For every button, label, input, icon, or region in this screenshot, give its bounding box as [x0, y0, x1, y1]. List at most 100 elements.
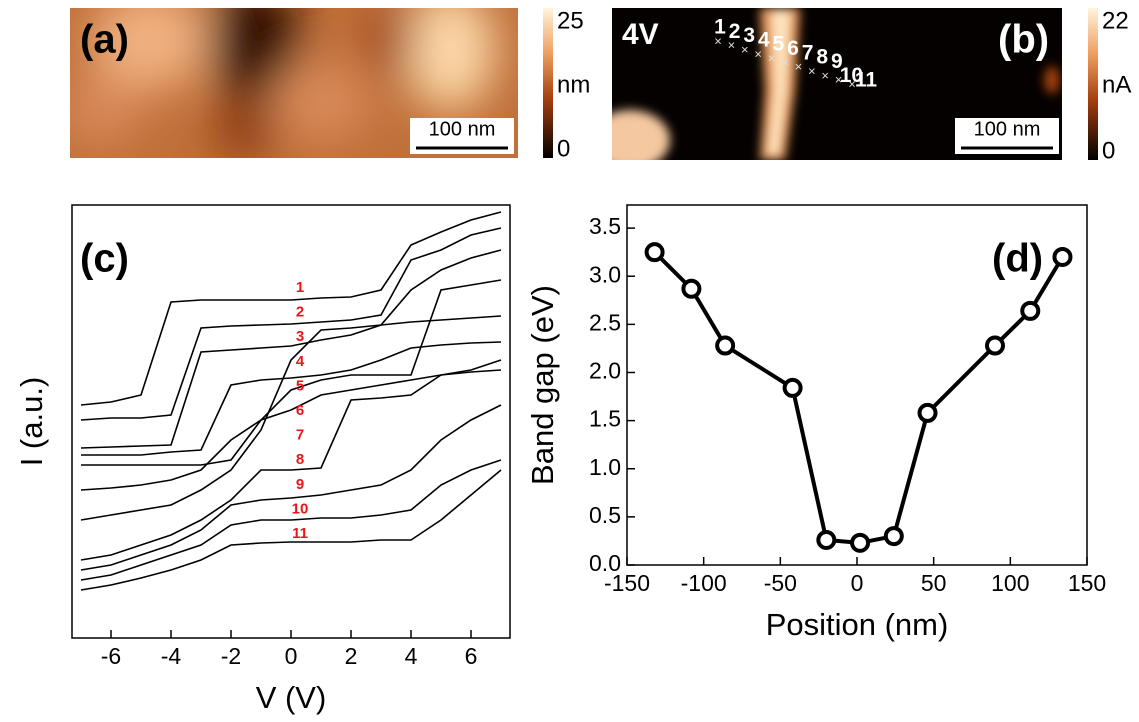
cross: ×: [835, 72, 843, 87]
panel-label: (a): [80, 18, 129, 62]
point-label: 11: [855, 69, 878, 92]
point-label: 9: [831, 50, 843, 73]
curve-label: 4: [296, 353, 305, 370]
measurement-points: ×1×2×3×4×5×6×7×8×9×10× 11: [714, 16, 877, 92]
curve-label: 10: [292, 500, 309, 517]
point-label: 8: [816, 46, 828, 69]
cross: ×: [781, 55, 789, 70]
y-tick-label: 2.5: [589, 309, 621, 335]
data-point: [816, 529, 837, 550]
cross: ×: [728, 38, 736, 53]
data-line: [80, 315, 502, 521]
y-axis-title: I (a.u.): [14, 377, 49, 467]
curve-label: 7: [296, 427, 304, 444]
curve-label: 2: [296, 304, 304, 321]
panel-label: (d): [992, 237, 1043, 281]
y-axis-title: Band gap (eV): [525, 285, 560, 485]
colorbar-min: 0: [1102, 137, 1115, 164]
x-tick-label: -100: [681, 570, 727, 596]
curve-label: 1: [296, 279, 304, 296]
colorbar: [543, 8, 553, 158]
colorbar-unit: nA: [1102, 71, 1131, 98]
cross: ×: [741, 42, 749, 57]
data-line: [81, 279, 502, 466]
data-line: [80, 469, 502, 591]
data-line: [80, 359, 502, 491]
data-line: [80, 249, 502, 449]
data-point: [644, 242, 665, 263]
data-line: [80, 404, 502, 571]
plot-frame: [71, 204, 511, 639]
point-label: 7: [802, 41, 814, 64]
bias-label: 4V: [622, 18, 659, 51]
data-line: [653, 250, 1065, 545]
point-label: 1: [714, 16, 726, 39]
x-tick-label: 4: [405, 643, 418, 669]
curve-label: 6: [296, 402, 304, 419]
cross: ×: [848, 76, 856, 91]
point-label: 6: [787, 37, 799, 60]
data-point: [1052, 246, 1073, 267]
curve-label: 3: [296, 328, 304, 345]
curve-label: 5: [296, 377, 304, 394]
point-label: 2: [729, 20, 741, 43]
panel-label: (b): [998, 18, 1049, 62]
x-tick-label: 0: [851, 570, 864, 596]
x-axis-title: V (V): [256, 680, 327, 715]
curve-label: 9: [296, 476, 304, 493]
colorbar-unit: nm: [557, 71, 590, 98]
y-tick-label: 0.0: [589, 550, 621, 576]
data-point: [681, 278, 702, 299]
x-axis-title: Position (nm): [766, 607, 949, 642]
curve-label: 8: [296, 451, 304, 468]
point-label: 5: [773, 33, 785, 56]
panel-label: (c): [80, 237, 129, 281]
y-tick-label: 1.5: [589, 406, 621, 432]
x-tick-label: 6: [465, 643, 478, 669]
data-point: [985, 335, 1005, 356]
x-tick-label: 100: [991, 570, 1029, 596]
x-tick-label: -50: [764, 570, 797, 596]
x-tick-label: -4: [161, 643, 182, 669]
data-line: [80, 211, 502, 406]
x-tick-label: 150: [1068, 570, 1106, 596]
cross: ×: [808, 64, 816, 79]
curve-label: 11: [292, 525, 308, 542]
cross: ×: [768, 51, 776, 66]
data-line: [80, 227, 502, 421]
y-tick-label: 1.0: [589, 454, 621, 480]
point-label: 10: [840, 64, 863, 87]
data-point: [1020, 300, 1041, 321]
colorbar-min: 0: [557, 135, 570, 162]
data-line: [81, 341, 502, 456]
point-label: 4: [758, 28, 770, 51]
y-tick-label: 3.5: [589, 213, 621, 239]
topography-image: [70, 8, 518, 158]
y-tick-label: 2.0: [589, 358, 621, 384]
y-tick-label: 0.5: [589, 502, 621, 528]
cross: ×: [795, 59, 803, 74]
colorbar-max: 22: [1102, 7, 1129, 34]
point-label: 3: [743, 24, 755, 47]
cross: ×: [714, 33, 722, 48]
cross: ×: [754, 46, 762, 61]
data-point: [883, 526, 904, 547]
data-line: [80, 369, 502, 561]
x-tick-label: 0: [285, 643, 298, 669]
x-tick-label: -2: [221, 643, 241, 669]
data-line: [80, 459, 502, 581]
cross: ×: [821, 68, 829, 83]
colorbar-max: 25: [557, 7, 584, 34]
data-point: [850, 532, 871, 553]
data-point: [715, 335, 736, 356]
data-point: [782, 377, 803, 398]
x-tick-label: -150: [604, 570, 650, 596]
x-tick-label: -6: [101, 643, 121, 669]
scale-bar-label: 100 nm: [974, 118, 1041, 140]
data-point: [917, 402, 938, 423]
scale-bar-label: 100 nm: [429, 118, 496, 140]
colorbar: [1088, 8, 1098, 160]
x-tick-label: 2: [345, 643, 358, 669]
